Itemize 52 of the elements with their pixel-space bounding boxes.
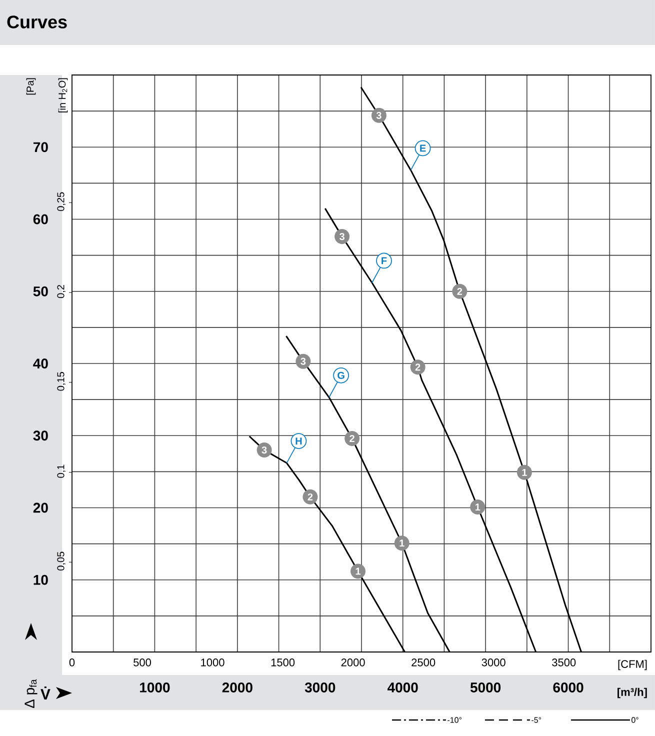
y2-tick-label: 0,15 [57,372,66,391]
x2-tick-label: 3500 [552,658,576,666]
annotation: 3 [300,358,306,365]
annotation: 1 [356,568,361,575]
x2-tick-label: 500 [134,658,151,666]
series-label: E [420,144,426,152]
y2-tick-label: 0,25 [57,192,66,211]
x2-tick-label: 3000 [482,658,506,666]
annotation: 2 [415,364,420,371]
annotation: 1 [522,468,527,476]
x-tick-label: 2000 [222,682,252,692]
text: -5° [532,717,542,723]
x-tick-label: 3000 [304,682,336,692]
x2-tick-label: 0 [69,658,75,666]
y-tick-label: 70 [33,142,48,152]
annotation: 3 [340,233,344,240]
y-tick-label: 60 [33,214,48,224]
y-axis-title: [Pa] [26,78,36,95]
x2-axis-title: [CFM] [618,660,647,670]
series-label: F [382,257,387,264]
annotation: 3 [262,446,267,454]
annotation: 2 [308,493,313,500]
text: -10° [448,717,462,723]
x-axis-title: [m³/h] [618,688,647,698]
x2-tick-label: 1500 [271,658,295,666]
chart-title: Curves [7,16,67,28]
annotation: 3 [376,112,382,119]
x2-tick-label: 2500 [412,658,436,666]
x-tick-label: 1000 [140,682,170,692]
y-tick-label: 30 [33,430,48,441]
annotation: 2 [457,288,462,295]
x-tick-label: 6000 [553,682,584,692]
annotation: 2 [350,435,354,442]
text: H [296,438,302,444]
x-tick-label: 4000 [388,682,418,692]
y2-tick-label: 0,2 [57,285,66,298]
text: V̇ [40,686,50,700]
y-tick-label: 10 [34,574,48,585]
y2-tick-label: 0,1 [57,464,66,478]
y2-tick-label: 0,05 [57,552,66,570]
text: Δ p$_{fa}$ [24,679,38,708]
x-tick-label: 5000 [470,682,501,692]
y2-axis-title: [in H$_{2}$O] [58,78,68,112]
x2-tick-label: 2000 [341,658,365,666]
y-tick-label: 50 [33,286,48,296]
x2-tick-label: 1000 [201,658,224,666]
y-tick-label: 20 [33,502,48,513]
annotation: 1 [475,504,480,510]
text: 0° [632,717,638,723]
y-tick-label: 40 [33,358,48,368]
series-label: G [338,372,344,379]
annotation: 1 [400,540,404,547]
